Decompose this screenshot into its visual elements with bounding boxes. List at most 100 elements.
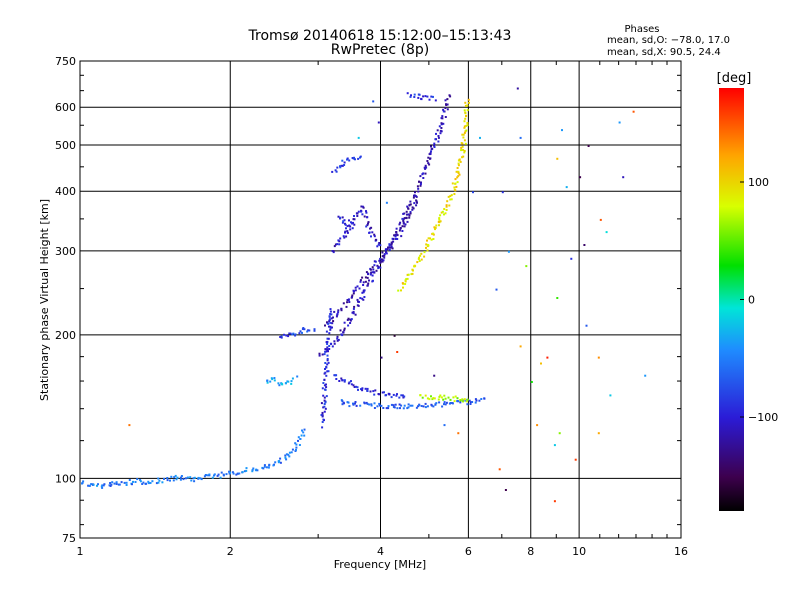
trace-point <box>308 329 311 332</box>
trace-point <box>343 219 346 222</box>
trace-point <box>348 159 351 162</box>
trace-point <box>400 289 402 292</box>
trace-point <box>368 403 371 406</box>
trace-point <box>445 204 448 207</box>
scatter-point <box>556 297 559 299</box>
trace-point <box>406 92 409 95</box>
trace-point <box>325 395 328 398</box>
scatter-point <box>519 136 522 139</box>
trace-point <box>346 157 349 160</box>
trace-point <box>288 332 291 335</box>
trace-point <box>134 481 137 483</box>
trace-point <box>354 289 357 292</box>
phases-title: Phases <box>624 24 659 35</box>
trace-point <box>416 201 418 204</box>
trace-point <box>398 223 401 226</box>
trace-point <box>378 402 381 405</box>
trace-point <box>434 228 436 231</box>
trace-point <box>429 237 431 240</box>
trace-point <box>357 300 359 303</box>
trace-point <box>405 278 408 281</box>
trace-point <box>357 210 360 213</box>
trace-point <box>278 384 281 387</box>
trace-point <box>394 238 397 240</box>
scatter-point <box>457 432 460 435</box>
trace-point <box>356 386 359 389</box>
trace-point <box>396 407 399 410</box>
trace-point <box>338 380 341 382</box>
trace-point <box>342 331 345 334</box>
colorbar-tick-label: −100 <box>748 411 778 424</box>
trace-point <box>245 469 248 472</box>
trace-point <box>338 243 341 246</box>
trace-point <box>327 337 330 340</box>
trace-point <box>355 385 357 388</box>
trace-point <box>384 248 387 251</box>
trace-point <box>333 342 336 345</box>
trace-point <box>340 377 343 380</box>
trace-point <box>157 477 160 480</box>
trace-point <box>398 396 401 399</box>
trace-point <box>446 108 449 111</box>
trace-point <box>407 406 410 409</box>
trace-point <box>449 95 452 98</box>
scatter-point <box>501 191 504 194</box>
chart-subtitle: RwPretec (8p) <box>331 42 429 58</box>
trace-point <box>335 315 338 318</box>
trace-point <box>103 483 106 486</box>
trace-point <box>145 482 148 485</box>
trace-point <box>371 274 374 277</box>
trace-point <box>340 309 343 312</box>
trace-point <box>128 479 131 481</box>
trace-point <box>359 280 362 283</box>
trace-point <box>352 157 355 160</box>
trace-point <box>345 235 348 238</box>
x-tick-label: 6 <box>465 545 472 558</box>
trace-point <box>322 406 325 409</box>
trace-point <box>401 282 404 285</box>
trace-point <box>360 210 363 213</box>
trace-point <box>359 155 362 158</box>
trace-point <box>294 334 297 337</box>
trace-point <box>409 211 412 213</box>
trace-point <box>418 260 421 262</box>
trace-point <box>322 418 325 421</box>
trace-point <box>390 243 393 246</box>
trace-point <box>125 481 128 484</box>
trace-point <box>329 328 332 331</box>
trace-point <box>331 170 334 173</box>
trace-point <box>417 96 420 99</box>
trace-point <box>411 208 414 211</box>
trace-point <box>354 158 356 161</box>
trace-point <box>451 402 454 405</box>
trace-point <box>379 257 382 260</box>
trace-point <box>297 436 300 439</box>
trace-point <box>339 165 341 168</box>
trace-point <box>326 350 329 353</box>
trace-point <box>361 276 364 279</box>
trace-point <box>328 325 330 328</box>
trace-point <box>366 224 369 227</box>
trace-point <box>299 438 302 440</box>
trace-point <box>333 245 336 248</box>
trace-point <box>443 213 445 216</box>
scatter-point <box>504 489 507 491</box>
trace-point <box>173 476 176 479</box>
trace-point <box>306 330 309 333</box>
trace-point <box>439 394 442 397</box>
trace-point <box>367 282 370 285</box>
trace-point <box>339 216 342 219</box>
trace-point <box>283 333 285 336</box>
y-tick-label: 750 <box>55 55 76 68</box>
trace-point <box>417 187 420 190</box>
trace-point <box>406 407 409 410</box>
trace-point <box>383 253 386 256</box>
trace-point <box>362 291 365 294</box>
trace-point <box>211 476 214 479</box>
trace-point <box>336 339 339 342</box>
x-tick-label: 10 <box>572 545 586 558</box>
trace-point <box>465 124 468 127</box>
trace-point <box>361 389 364 392</box>
trace-point <box>347 298 350 301</box>
